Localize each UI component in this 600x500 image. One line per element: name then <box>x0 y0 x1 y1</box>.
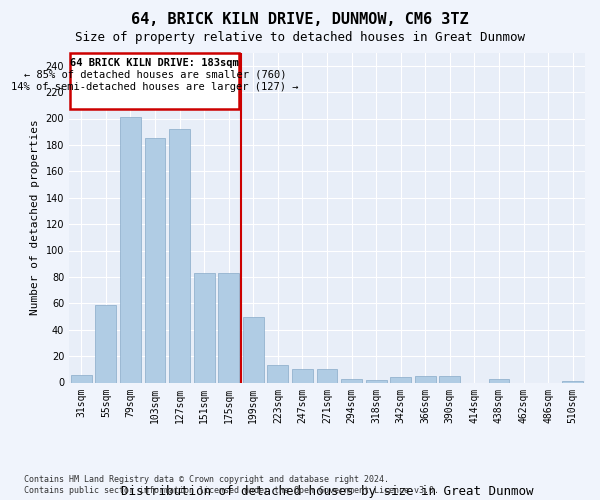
Bar <box>71 374 92 382</box>
Bar <box>145 138 166 382</box>
Text: 14% of semi-detached houses are larger (127) →: 14% of semi-detached houses are larger (… <box>11 82 299 92</box>
Bar <box>218 273 239 382</box>
Text: Size of property relative to detached houses in Great Dunmow: Size of property relative to detached ho… <box>75 31 525 44</box>
Bar <box>317 370 337 382</box>
Bar <box>95 304 116 382</box>
Bar <box>243 316 264 382</box>
Y-axis label: Number of detached properties: Number of detached properties <box>30 120 40 316</box>
Text: ← 85% of detached houses are smaller (760): ← 85% of detached houses are smaller (76… <box>23 70 286 80</box>
FancyBboxPatch shape <box>70 52 239 110</box>
Text: 64, BRICK KILN DRIVE, DUNMOW, CM6 3TZ: 64, BRICK KILN DRIVE, DUNMOW, CM6 3TZ <box>131 12 469 28</box>
Bar <box>120 117 141 382</box>
Bar <box>169 129 190 382</box>
Text: Contains public sector information licensed under the Open Government Licence v3: Contains public sector information licen… <box>24 486 439 495</box>
Bar <box>292 370 313 382</box>
Bar <box>194 273 215 382</box>
X-axis label: Distribution of detached houses by size in Great Dunmow: Distribution of detached houses by size … <box>121 485 533 498</box>
Bar <box>415 376 436 382</box>
Bar <box>562 381 583 382</box>
Bar <box>488 378 509 382</box>
Text: 64 BRICK KILN DRIVE: 183sqm: 64 BRICK KILN DRIVE: 183sqm <box>70 58 239 68</box>
Bar <box>268 366 289 382</box>
Bar <box>365 380 386 382</box>
Text: Contains HM Land Registry data © Crown copyright and database right 2024.: Contains HM Land Registry data © Crown c… <box>24 475 389 484</box>
Bar <box>341 378 362 382</box>
Bar <box>390 377 411 382</box>
Bar <box>439 376 460 382</box>
